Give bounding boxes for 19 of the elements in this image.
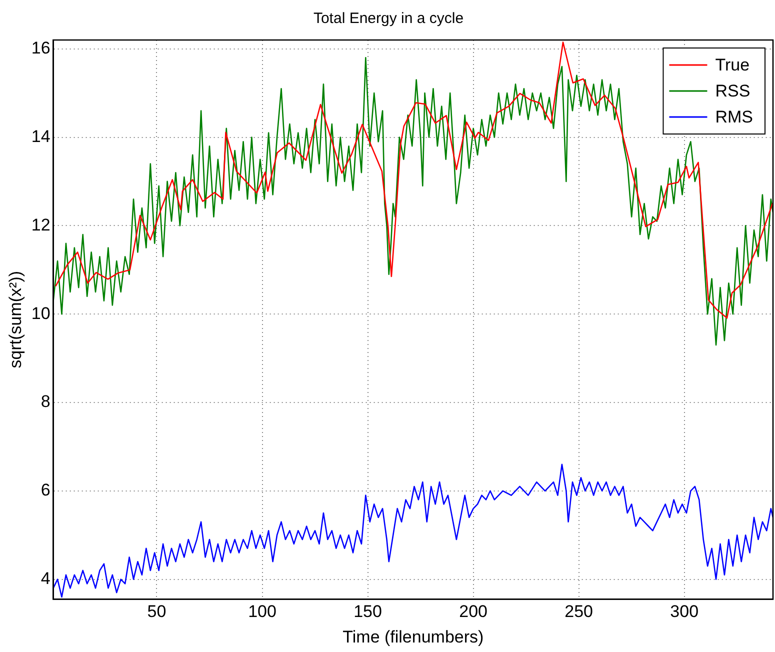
x-tick-label: 100 [248,602,276,622]
x-tick-label: 250 [564,602,594,622]
y-tick-label: 10 [31,304,50,323]
x-tick-label: 300 [670,602,699,622]
y-tick-label: 16 [31,38,50,58]
y-tick-label: 12 [31,215,50,234]
x-axis-title: Time (filenumbers) [342,627,484,646]
x-tick-label: 50 [147,602,166,622]
x-tick-label: 150 [354,602,382,622]
legend-label: RMS [715,108,754,127]
y-tick-label: 6 [40,480,50,500]
y-axis-title: sqrt(sum(x²)) [6,270,25,368]
y-tick-label: 14 [31,126,50,146]
y-tick-label: 4 [40,568,50,588]
chart-title: Total Energy in a cycle [313,10,464,28]
legend-label: True [715,56,750,75]
y-tick-label: 8 [40,392,50,412]
x-tick-label: 200 [459,602,488,622]
legend-label: RSS [715,82,750,101]
